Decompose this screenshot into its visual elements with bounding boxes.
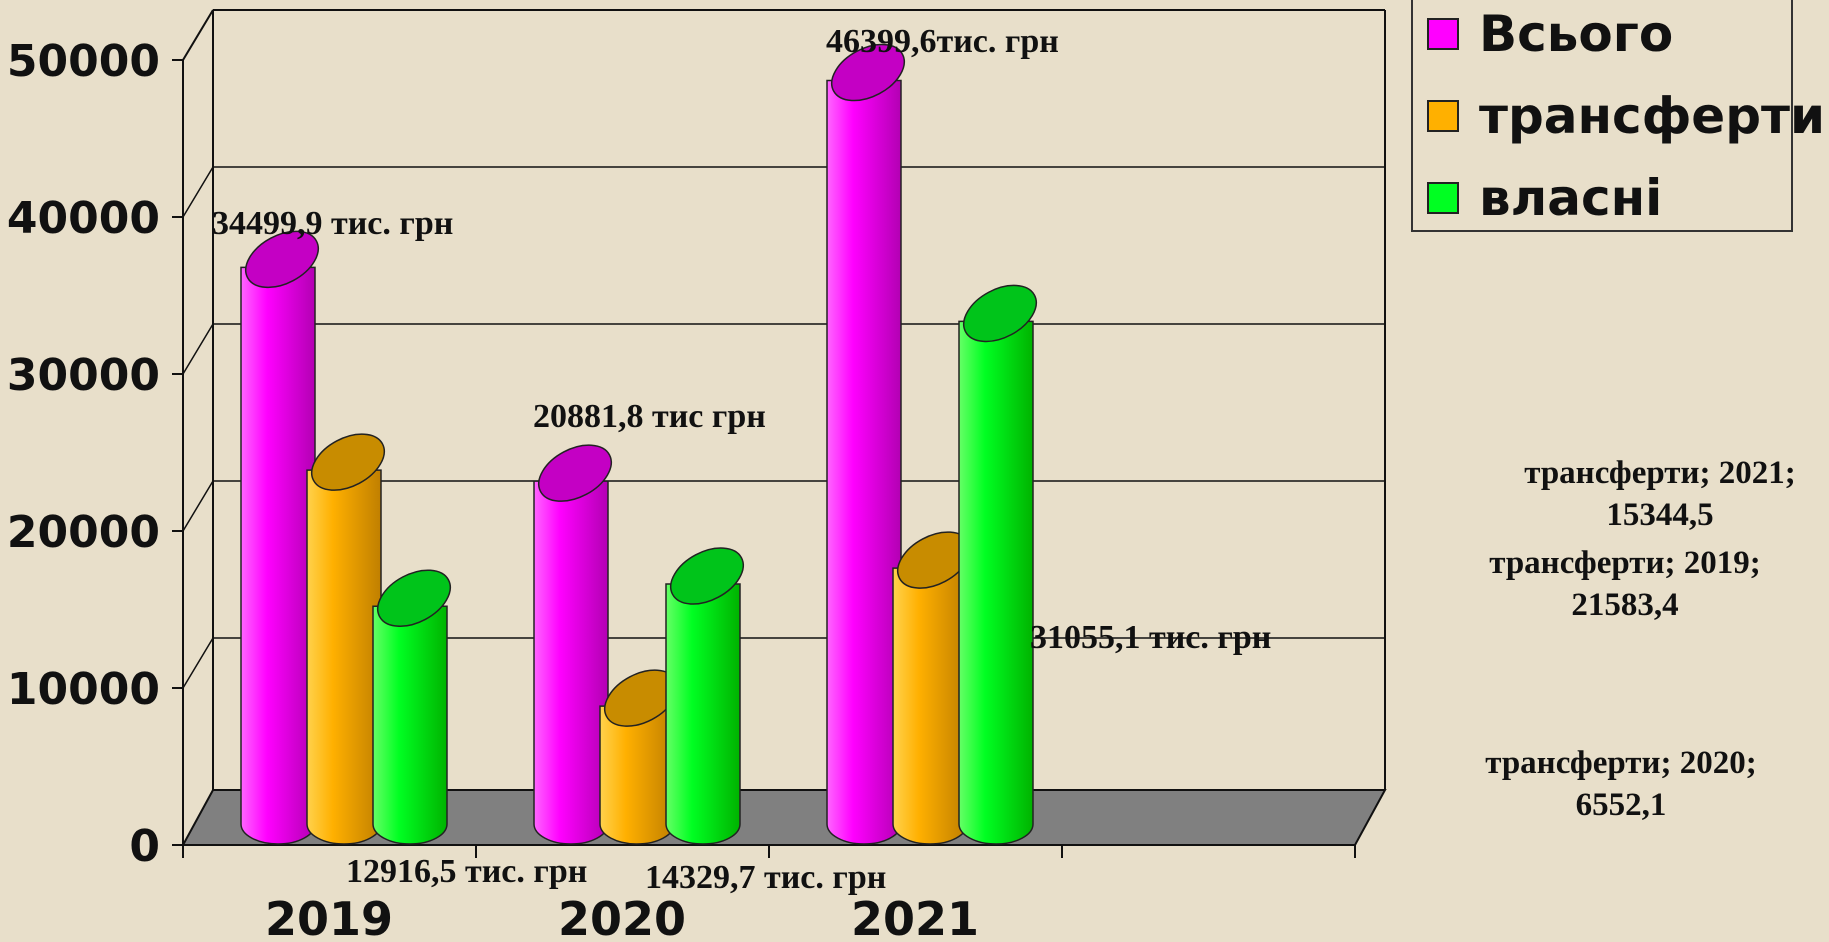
data-label-own-2019: 12916,5 тис. грн — [346, 853, 587, 890]
legend-item-own: власні — [1427, 168, 1662, 228]
bar-2021-2 — [958, 284, 1037, 845]
gridline-side — [182, 323, 214, 375]
bar-body — [892, 567, 968, 845]
gridline-side — [182, 480, 214, 532]
side-label-transfers-2019: трансферти; 2019; 21583,4 — [1460, 542, 1790, 626]
y-axis-tick-labels: 0 10000 20000 30000 40000 50000 — [7, 36, 160, 872]
bar-2020-1 — [599, 669, 678, 845]
bar-top-cap — [963, 284, 1037, 343]
side-label-transfers-2020-line1: трансферти; 2020; — [1485, 745, 1757, 781]
legend: Всього трансферти власні — [1411, 0, 1825, 232]
legend-label-transfers: трансферти — [1479, 87, 1826, 145]
bar-top-cap — [377, 569, 451, 627]
legend-item-total: Всього — [1427, 4, 1673, 64]
bar-body — [826, 79, 902, 845]
bars — [240, 43, 1037, 845]
y-tick-label: 30000 — [7, 350, 160, 401]
bar-top-cap — [245, 230, 319, 289]
side-label-transfers-2019-line2: 21583,4 — [1571, 587, 1679, 623]
gridline-side — [182, 9, 214, 61]
x-axis-ticks — [182, 844, 1356, 858]
bar-top-cap — [670, 547, 744, 605]
side-label-transfers-2019-line1: трансферти; 2019; — [1489, 545, 1761, 581]
bar-body — [372, 605, 448, 845]
legend-label-total: Всього — [1479, 5, 1674, 63]
legend-item-transfers: трансферти — [1427, 86, 1825, 146]
y-tick-label: 20000 — [7, 507, 160, 558]
bar-body — [599, 705, 675, 845]
gridline-side — [182, 637, 214, 689]
bar-top-cap — [831, 43, 905, 102]
data-label-total-2021: 46399,6тис. грн — [826, 23, 1059, 60]
y-tick-label: 50000 — [7, 36, 160, 87]
bar-body — [665, 583, 741, 845]
gridline-side — [182, 166, 214, 218]
x-tick-label-2019: 2019 — [265, 892, 393, 942]
x-tick-label-2020: 2020 — [558, 892, 686, 942]
side-label-transfers-2021-line1: трансферти; 2021; — [1524, 455, 1796, 491]
side-label-transfers-2021-line2: 15344,5 — [1606, 497, 1714, 533]
bar-body — [240, 266, 316, 845]
y-tick-label: 40000 — [7, 193, 160, 244]
y-tick-label: 0 — [129, 821, 160, 872]
bar-body — [533, 480, 609, 845]
bar-2020-0 — [533, 444, 612, 845]
bar-2019-1 — [306, 433, 385, 845]
side-label-transfers-2020: трансферти; 2020; 6552,1 — [1456, 742, 1786, 826]
bar-2020-2 — [665, 547, 744, 845]
data-label-total-2019: 34499,9 тис. грн — [212, 205, 453, 242]
legend-swatch-total — [1427, 18, 1459, 50]
legend-swatch-own — [1427, 182, 1459, 214]
bar-2019-2 — [372, 569, 451, 845]
y-tick-label: 10000 — [7, 664, 160, 715]
side-label-transfers-2021: трансферти; 2021; 15344,5 — [1495, 452, 1825, 536]
x-axis-tick-labels: 2019 2020 2021 — [265, 892, 979, 942]
bar-2019-0 — [240, 230, 319, 845]
legend-label-own: власні — [1479, 169, 1663, 227]
x-tick-label-2021: 2021 — [851, 892, 979, 942]
bar-top-cap — [538, 444, 612, 502]
bar-body — [306, 469, 382, 845]
data-label-total-2020: 20881,8 тис грн — [533, 398, 766, 435]
legend-swatch-transfers — [1427, 100, 1459, 132]
bar-top-cap — [311, 433, 385, 491]
data-label-own-2021: 31055,1 тис. грн — [1030, 619, 1271, 656]
side-label-transfers-2020-line2: 6552,1 — [1575, 787, 1667, 823]
bar-body — [958, 320, 1034, 845]
data-label-own-2020: 14329,7 тис. грн — [645, 859, 886, 896]
bar-2021-1 — [892, 531, 971, 845]
